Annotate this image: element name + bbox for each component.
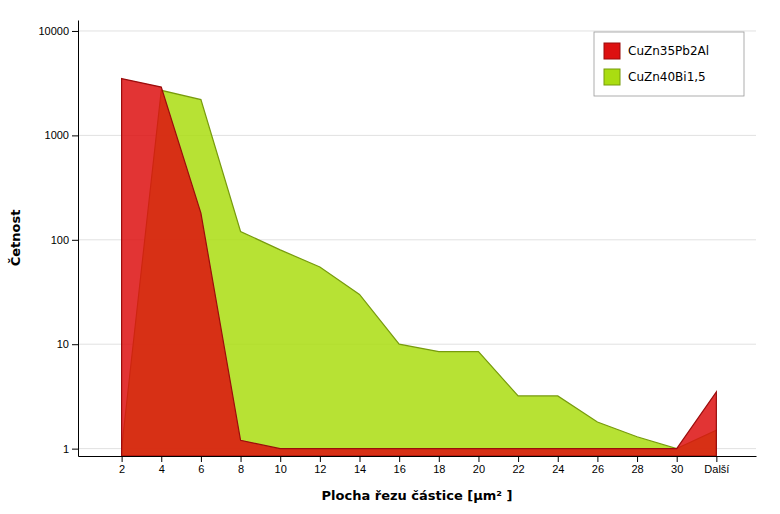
x-axis-line: [79, 456, 757, 457]
x-tick: 10: [275, 456, 287, 475]
x-tick: 18: [433, 456, 445, 475]
x-tick-label: 10: [275, 463, 287, 475]
x-tick-mark: [518, 456, 519, 462]
x-tick-label: 2: [119, 463, 125, 475]
y-tick-mark: [72, 449, 78, 450]
x-tick-label: 6: [198, 463, 204, 475]
y-tick-mark: [72, 135, 78, 136]
x-tick-label: 24: [552, 463, 564, 475]
x-tick-mark: [439, 456, 440, 462]
legend: CuZn35Pb2Al CuZn40Bi1,5: [594, 32, 744, 96]
y-axis-title: Četnost: [8, 210, 23, 267]
x-tick-mark: [122, 456, 123, 462]
y-axis-line: [78, 21, 79, 457]
plot: 24681012141618202224262830Další110100100…: [38, 21, 756, 475]
legend-label: CuZn40Bi1,5: [628, 70, 706, 84]
x-tick: 12: [314, 456, 326, 475]
x-tick: 26: [592, 456, 604, 475]
x-tick-mark: [280, 456, 281, 462]
x-tick-label: 12: [314, 463, 326, 475]
x-tick-mark: [360, 456, 361, 462]
x-tick-label: 26: [592, 463, 604, 475]
x-tick-mark: [716, 456, 717, 462]
x-tick-label: 14: [354, 463, 366, 475]
y-tick: 1: [63, 443, 78, 455]
x-tick: Další: [704, 456, 729, 475]
y-tick-label: 10000: [38, 25, 69, 37]
x-tick: 8: [238, 456, 244, 475]
x-tick-mark: [558, 456, 559, 462]
x-tick-label: 28: [631, 463, 643, 475]
x-tick: 2: [119, 456, 125, 475]
y-tick-mark: [72, 31, 78, 32]
x-tick-mark: [597, 456, 598, 462]
x-tick: 6: [198, 456, 204, 475]
x-tick: 28: [631, 456, 643, 475]
chart: 24681012141618202224262830Další110100100…: [0, 0, 780, 514]
x-tick: 14: [354, 456, 366, 475]
legend-swatch: [604, 69, 620, 85]
x-tick-mark: [320, 456, 321, 462]
y-tick: 10: [57, 338, 78, 350]
x-tick-mark: [161, 456, 162, 462]
area: [122, 79, 717, 456]
x-tick-label: 8: [238, 463, 244, 475]
y-tick-label: 1000: [45, 129, 69, 141]
legend-item: CuZn35Pb2Al: [604, 43, 709, 59]
y-tick-mark: [72, 344, 78, 345]
x-tick-label: 20: [473, 463, 485, 475]
x-tick-label: 30: [671, 463, 683, 475]
x-tick-mark: [201, 456, 202, 462]
legend-box: [594, 32, 744, 96]
x-tick-label: 18: [433, 463, 445, 475]
x-tick-mark: [241, 456, 242, 462]
x-tick: 4: [159, 456, 165, 475]
x-tick: 30: [671, 456, 683, 475]
y-tick-label: 1: [63, 443, 69, 455]
y-tick: 10000: [38, 25, 78, 37]
x-tick-label: 4: [159, 463, 165, 475]
x-axis-title: Plocha řezu částice [μm² ]: [322, 488, 513, 503]
x-tick-label: Další: [704, 463, 729, 475]
x-tick-mark: [677, 456, 678, 462]
y-tick-label: 10: [57, 338, 69, 350]
y-tick-label: 100: [51, 234, 69, 246]
x-tick-mark: [478, 456, 479, 462]
y-tick-mark: [72, 240, 78, 241]
legend-swatch: [604, 43, 620, 59]
legend-item: CuZn40Bi1,5: [604, 69, 706, 85]
x-tick: 20: [473, 456, 485, 475]
x-tick-mark: [399, 456, 400, 462]
x-tick-mark: [637, 456, 638, 462]
y-tick: 1000: [45, 129, 78, 141]
y-tick: 100: [51, 234, 78, 246]
x-tick: 16: [394, 456, 406, 475]
y-axis: 1 10 100 1000 10000: [38, 21, 78, 457]
x-tick: 22: [512, 456, 524, 475]
grid-line: [78, 30, 756, 31]
x-tick-label: 16: [394, 463, 406, 475]
x-tick-label: 22: [512, 463, 524, 475]
legend-label: CuZn35Pb2Al: [628, 44, 709, 58]
x-tick: 24: [552, 456, 564, 475]
x-axis: 24681012141618202224262830Další: [79, 456, 757, 475]
marks: [122, 79, 717, 456]
